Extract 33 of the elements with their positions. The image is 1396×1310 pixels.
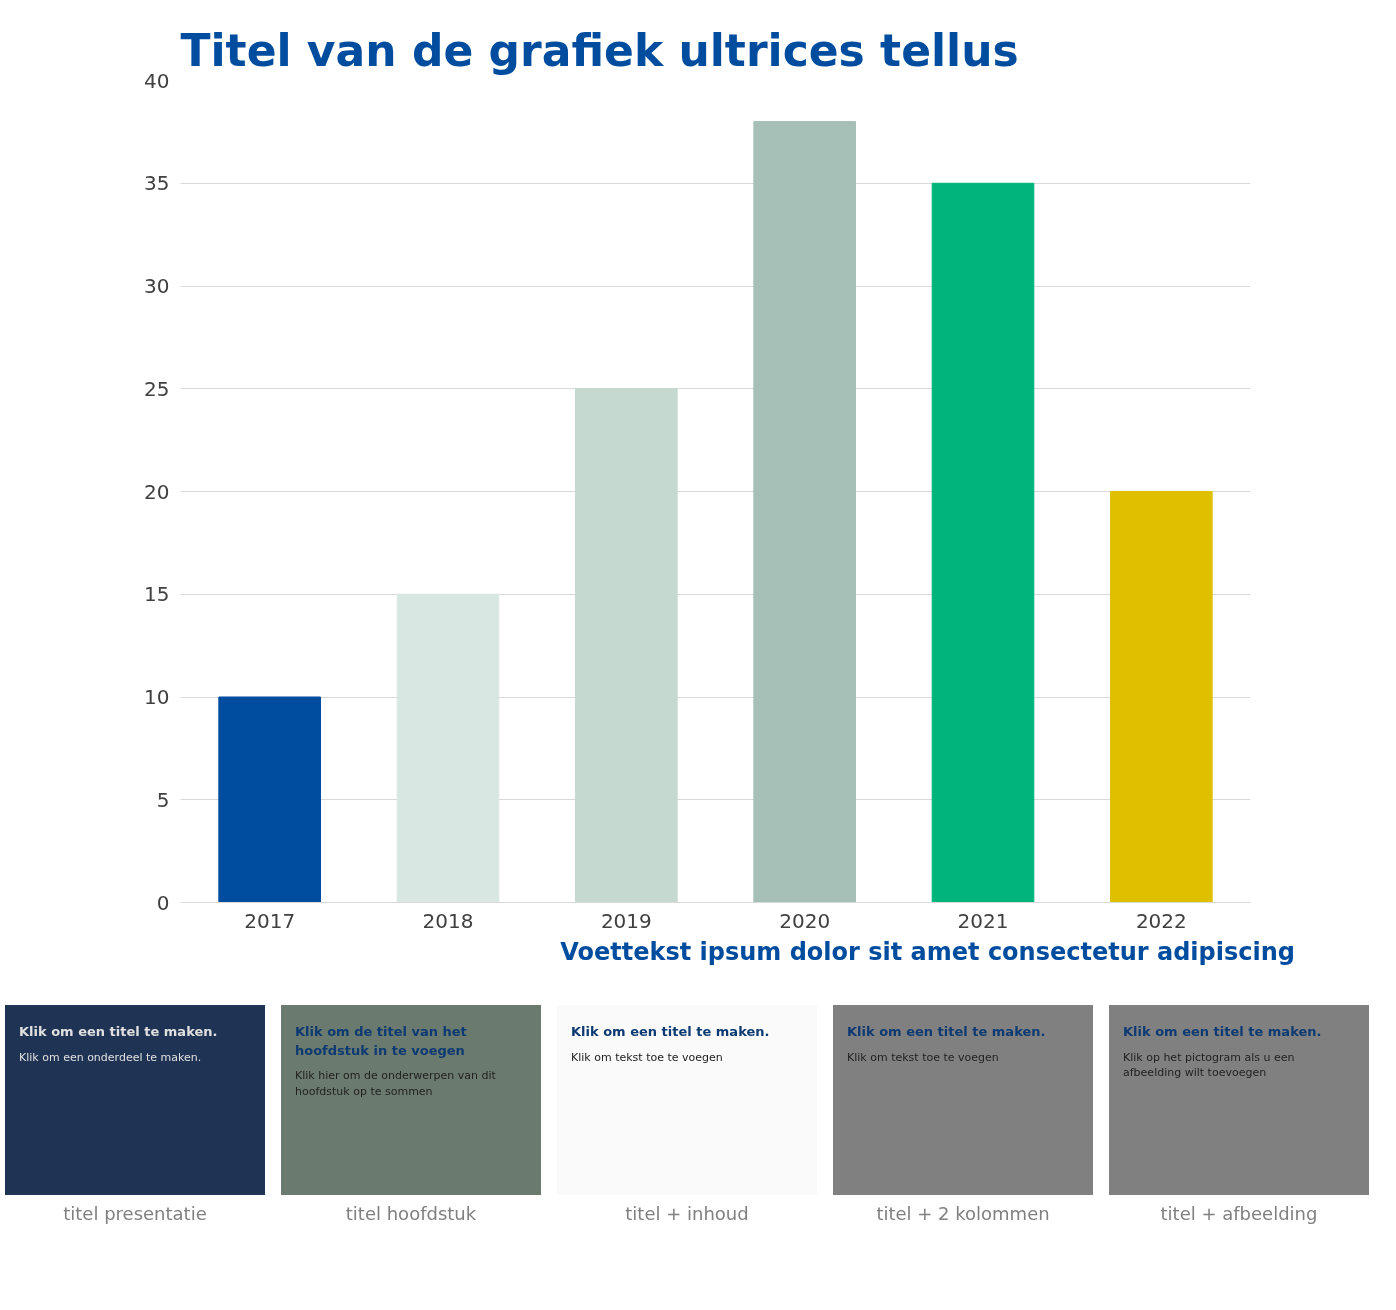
text: titel + 2 kolommen — [875, 1202, 1051, 1226]
y-tick-label: 25 — [144, 376, 170, 401]
picture-slide-thumbnail: Klik om de titel van het hoofdstuk in te voegen Klik hier om de onderwerpen van dit hoofdstuk op te sommen — [281, 1005, 541, 1195]
y-tick-label: 20 — [144, 479, 170, 504]
picture-slide-thumbnail: Klik om een titel te maken. Klik om een onderdeel te maken. — [5, 1005, 265, 1195]
chart-title: Titel van de grafiek ultrices tellus — [180, 24, 1019, 76]
picture-slide-thumbnail: Klik om een titel te maken. Klik op het pictogram als u een afbeelding wilt toevoegen — [1109, 1005, 1369, 1195]
bar — [396, 593, 500, 903]
bar — [931, 182, 1035, 903]
picture-slide-thumbnail: Klik om een titel te maken. Klik om tekst toe te voegen — [833, 1005, 1093, 1195]
y-tick-label: 40 — [144, 68, 170, 93]
x-tick-label: 2017 — [244, 908, 296, 933]
text: titel hoofdstuk — [344, 1202, 478, 1226]
y-tick-label: 5 — [156, 787, 170, 812]
text: Voettekst ipsum dolor sit amet consectetur adipiscing — [559, 937, 1295, 968]
picture-slide-thumbnail: Klik om een titel te maken. Klik om tekst toe te voegen — [557, 1005, 817, 1195]
x-tick-label: 2022 — [1135, 908, 1187, 933]
bar — [1110, 491, 1213, 903]
text: titel + inhoud — [624, 1202, 750, 1226]
x-tick-label: 2018 — [422, 908, 474, 933]
text: titel + afbeelding — [1159, 1202, 1319, 1226]
y-tick-label: 30 — [144, 274, 170, 298]
x-tick-label: 2021 — [957, 908, 1009, 933]
y-tick-label: 0 — [156, 890, 170, 915]
bar — [753, 121, 856, 903]
x-tick-label: 2019 — [600, 908, 652, 933]
y-tick-label: 15 — [144, 582, 170, 607]
text: titel presentatie — [62, 1202, 208, 1226]
x-tick-label: 2020 — [779, 908, 831, 933]
bar — [218, 696, 321, 903]
y-tick-label: 35 — [144, 171, 170, 196]
bar — [575, 388, 678, 903]
y-tick-label: 10 — [144, 685, 170, 709]
